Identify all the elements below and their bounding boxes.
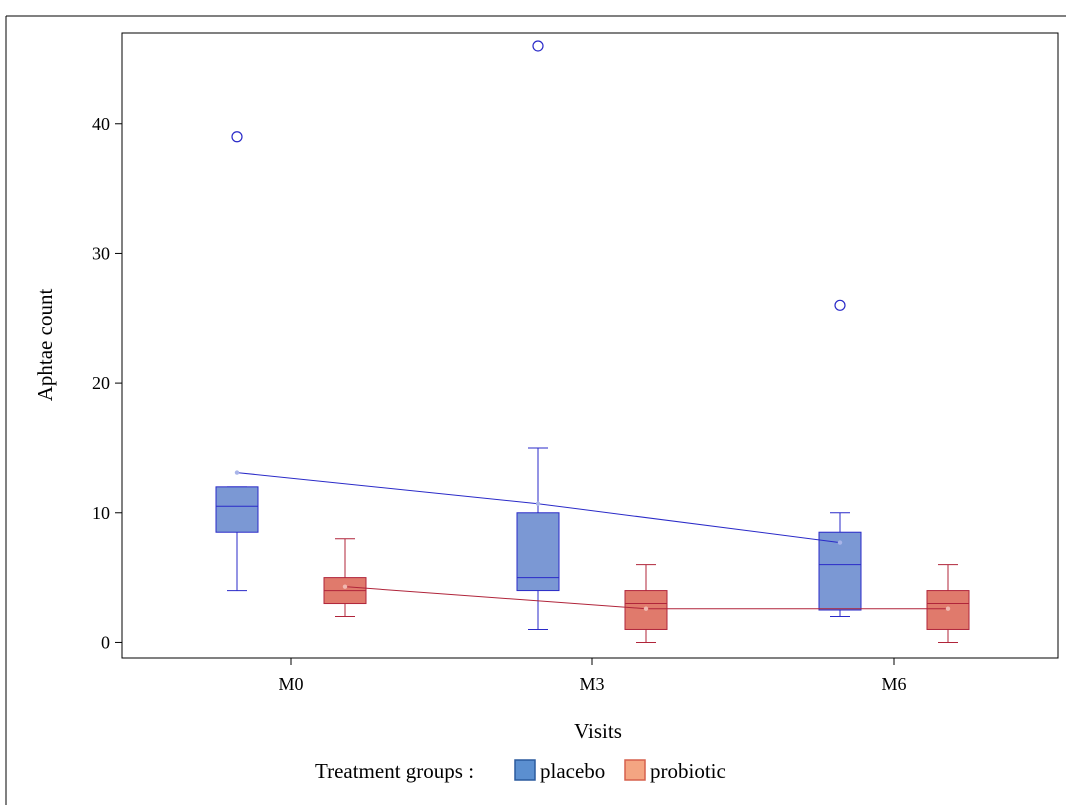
series-probiotic [323, 538, 970, 643]
y-tick-label: 0 [101, 632, 110, 652]
outlier-point [532, 40, 544, 52]
legend-label-probiotic: probiotic [650, 759, 726, 783]
legend: Treatment groups : placebo probiotic [315, 759, 726, 783]
mean-marker [342, 584, 348, 589]
box-M6 [818, 531, 862, 611]
y-axis: 0 10 20 30 40 [92, 114, 122, 652]
y-axis-title: Aphtae count [33, 289, 57, 402]
y-tick-label: 10 [92, 503, 110, 523]
y-tick-label: 20 [92, 373, 110, 393]
x-tick-label: M0 [278, 674, 303, 694]
mean-marker [837, 540, 843, 545]
legend-label-placebo: placebo [540, 759, 605, 783]
box-M3 [516, 512, 560, 592]
legend-swatch-probiotic [624, 759, 646, 781]
x-tick-label: M3 [579, 674, 604, 694]
legend-title: Treatment groups : [315, 759, 474, 783]
legend-swatch-placebo [514, 759, 536, 781]
x-tick-label: M6 [881, 674, 906, 694]
mean-marker [535, 501, 541, 506]
series-layer [215, 40, 970, 643]
box-M0 [215, 486, 259, 533]
box-M3 [624, 590, 668, 630]
plot-area [121, 32, 1059, 659]
outlier-point [834, 299, 846, 311]
x-axis-title: Visits [574, 719, 622, 743]
mean-marker [234, 470, 240, 475]
x-axis: M0 M3 M6 [278, 658, 907, 694]
mean-marker [643, 606, 649, 611]
y-tick-label: 40 [92, 114, 110, 134]
y-tick-label: 30 [92, 243, 110, 263]
mean-marker [945, 606, 951, 611]
series-placebo [215, 40, 862, 630]
outlier-point [231, 131, 243, 143]
